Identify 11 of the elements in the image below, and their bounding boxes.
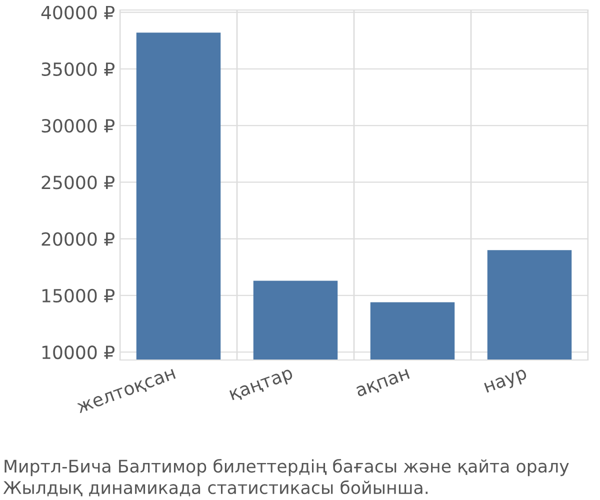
y-tick-label: 30000 ₽: [42, 118, 115, 133]
y-tick-label: 15000 ₽: [42, 288, 115, 303]
y-tick-label: 25000 ₽: [42, 176, 115, 190]
y-tick-label: 35000 ₽: [42, 62, 115, 76]
x-tick-label: ақпан: [356, 368, 411, 400]
text: Миртл-Бича Балтимор билеттердің бағасы және қайта оралу Жылдық динамикада статистикасы бойынша.: [3, 458, 569, 496]
x-tick-label: наур: [484, 368, 529, 396]
y-tick-label: 40000 ₽: [41, 6, 115, 20]
y-tick-label: 10000 ₽: [42, 346, 115, 360]
x-tick-label: қаңтар: [229, 368, 295, 404]
y-tick-label: 20000 ₽: [42, 232, 115, 246]
